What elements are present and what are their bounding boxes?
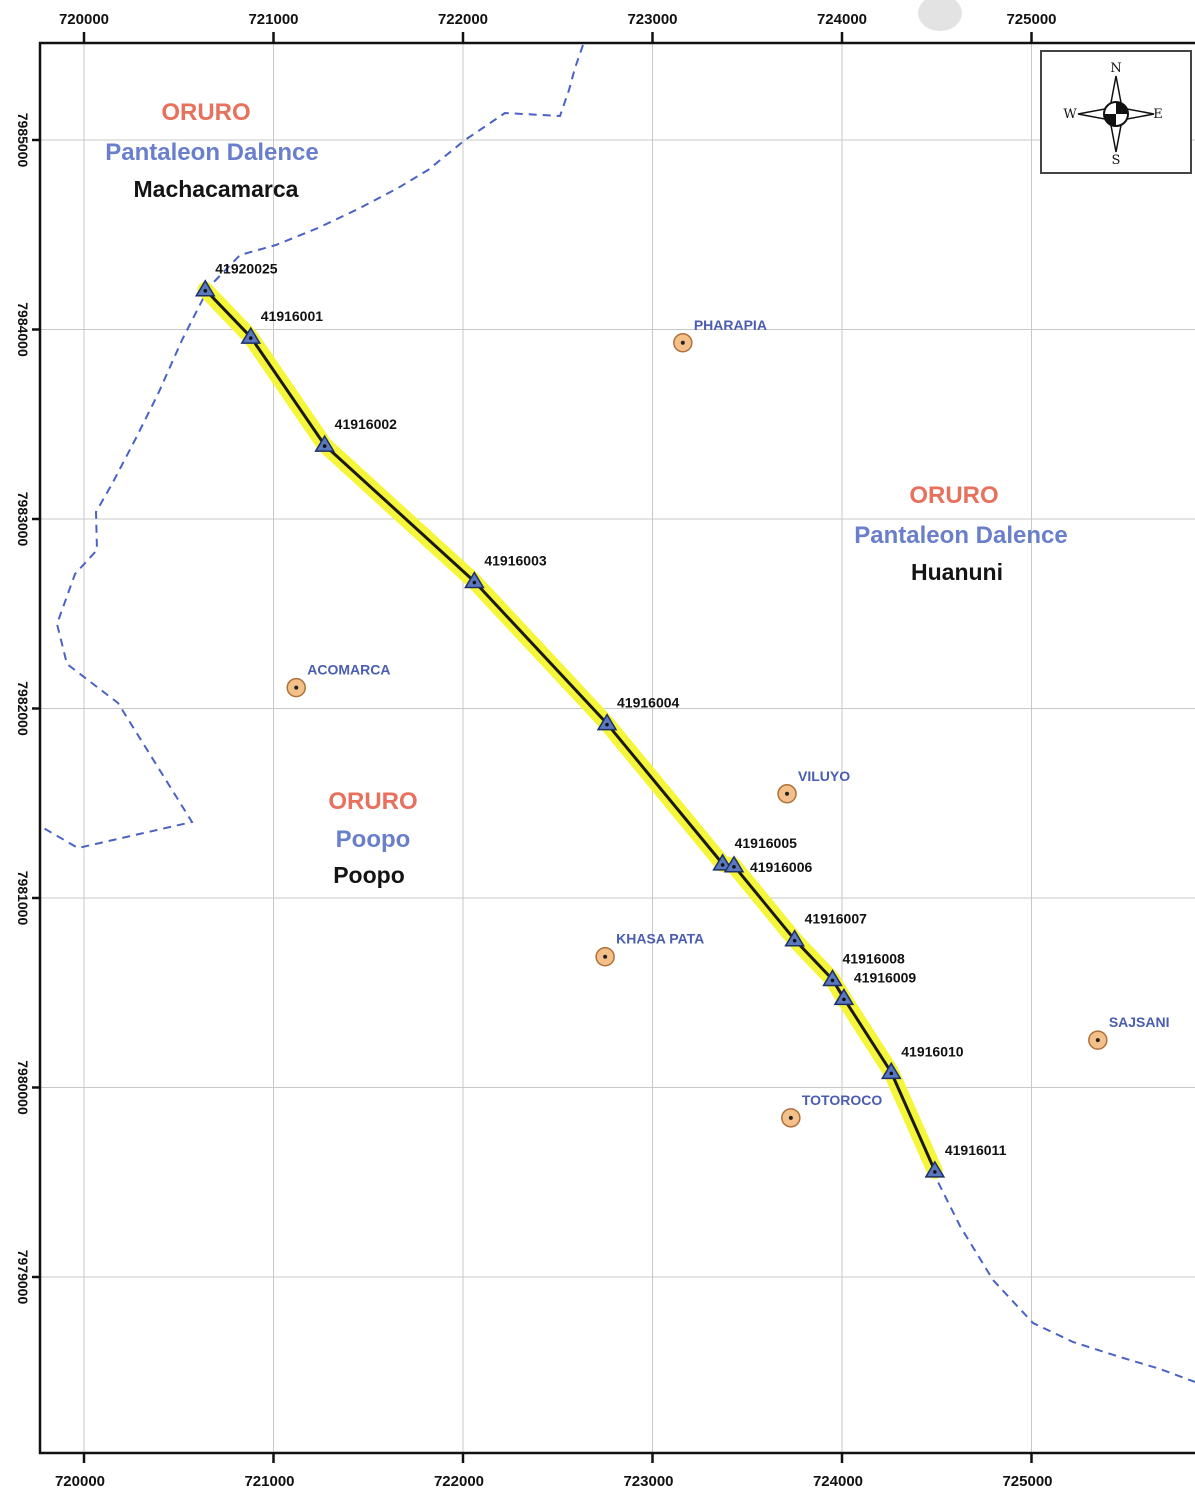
x-tick-label-top: 723000 [627, 11, 677, 28]
region-municipality-label: Huanuni [911, 559, 1003, 585]
x-tick-label-bottom: 725000 [1002, 1473, 1052, 1490]
station-marker-icon [240, 326, 262, 344]
boundary-line-south [931, 1169, 1195, 1383]
x-tick-label-top: 725000 [1006, 11, 1056, 28]
region-province-label: Poopo [336, 826, 411, 853]
station-id-label: 41920025 [215, 261, 278, 277]
transect-route [197, 281, 943, 1179]
station-marker-icon [723, 855, 745, 873]
station-marker-icon [464, 571, 485, 589]
station-id-label: 41916001 [261, 308, 324, 324]
station-id-label: 41916006 [750, 859, 813, 875]
place-name-label: TOTOROCO [802, 1092, 882, 1108]
station-marker-icon [880, 1061, 902, 1080]
x-tick-label-top: 724000 [817, 11, 867, 28]
map-frame [38, 41, 1195, 1455]
y-tick-label: 7981000 [15, 871, 31, 926]
north-arrow-box: N S E W [1040, 50, 1192, 174]
y-tick-label: 7979000 [15, 1250, 31, 1305]
compass-west-label: W [1063, 107, 1077, 122]
compass-south-label: S [1112, 153, 1121, 168]
station-marker-icon [596, 713, 618, 731]
place-marker-icon [286, 677, 306, 698]
x-tick-label-top: 720000 [59, 11, 109, 28]
scan-artifact-shadow [918, 0, 962, 31]
map-grid [40, 43, 1195, 1453]
station-marker-icon [314, 434, 335, 452]
y-tick-label: 7983000 [15, 492, 31, 547]
place-name-label: PHARAPIA [694, 317, 767, 333]
place-markers: PHARAPIA ACOMARCA VILUYO KHASA PATA SAJSANI T… [286, 317, 1170, 1128]
region-department-label: ORURO [328, 788, 417, 815]
place-marker-icon [777, 784, 797, 804]
place-name-label: SAJSANI [1109, 1014, 1170, 1030]
station-marker-icon [833, 987, 855, 1006]
place-marker-icon [781, 1108, 801, 1128]
station-marker-icon [924, 1160, 946, 1178]
x-tick-label-top: 721000 [248, 11, 298, 28]
region-department-label: ORURO [161, 99, 250, 126]
station-markers: 41920025 41916001 41916002 41916003 41916004… [194, 261, 1007, 1178]
x-tick-label-bottom: 722000 [434, 1473, 484, 1490]
region-municipality-label: Poopo [333, 862, 405, 888]
station-id-label: 41916004 [617, 695, 680, 711]
y-tick-label: 7982000 [15, 681, 31, 736]
region-labels: ORURO Pantaleon Dalence Machacamarca ORU… [105, 99, 1067, 888]
y-tick-label: 7985000 [15, 113, 31, 168]
station-id-label: 41916008 [843, 950, 906, 966]
station-id-label: 41916005 [735, 835, 798, 851]
region-province-label: Pantaleon Dalence [105, 139, 318, 166]
x-tick-label-bottom: 723000 [623, 1473, 673, 1490]
place-marker-icon [1088, 1030, 1108, 1050]
route-highlight [197, 281, 943, 1179]
region-municipality-label: Machacamarca [134, 176, 299, 202]
station-marker-icon [822, 969, 843, 987]
coordinate-axes: 720000 720000 721000 721000 722000 722000 7230… [15, 11, 1057, 1490]
region-department-label: ORURO [909, 482, 998, 509]
station-id-label: 41916003 [484, 553, 547, 569]
station-marker-icon [784, 929, 805, 947]
place-marker-icon [673, 333, 693, 353]
y-tick-label: 7984000 [15, 302, 31, 357]
station-id-label: 41916009 [854, 969, 917, 985]
place-name-label: VILUYO [798, 768, 850, 784]
x-tick-label-bottom: 720000 [55, 1473, 105, 1490]
y-tick-label: 7980000 [15, 1060, 31, 1115]
x-tick-label-bottom: 724000 [813, 1473, 863, 1490]
station-id-label: 41916010 [901, 1043, 964, 1059]
place-marker-icon [595, 946, 615, 967]
compass-north-label: N [1110, 61, 1121, 76]
station-id-label: 41916007 [805, 911, 868, 927]
station-id-label: 41916002 [335, 416, 398, 432]
station-id-label: 41916011 [945, 1142, 1007, 1158]
municipal-boundaries [39, 44, 1195, 1383]
station-marker-icon [712, 853, 733, 871]
boundary-line-north [39, 44, 584, 850]
region-province-label: Pantaleon Dalence [854, 522, 1067, 549]
x-tick-label-top: 722000 [438, 11, 488, 28]
station-marker-icon [194, 279, 216, 297]
place-name-label: ACOMARCA [307, 662, 390, 678]
x-tick-label-bottom: 721000 [244, 1473, 294, 1490]
place-name-label: KHASA PATA [616, 931, 704, 947]
compass-east-label: E [1153, 107, 1163, 122]
compass-rose-icon [1077, 75, 1155, 153]
